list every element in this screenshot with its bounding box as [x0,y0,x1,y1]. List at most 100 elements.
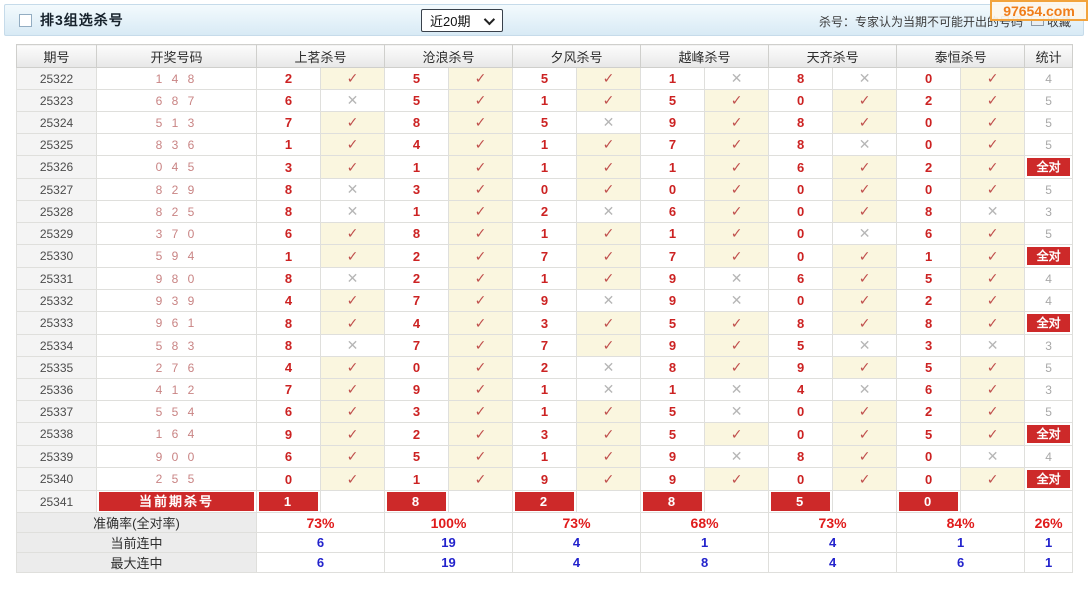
check-icon: ✓ [832,178,898,201]
check-icon: ✓ [704,111,770,134]
current-period-row: 25341 当前期杀号 1 8 2 8 5 0 [16,490,1074,513]
cross-icon: ✕ [960,200,1026,223]
kill-number: 5 [640,89,706,112]
stat-cell [1024,490,1074,513]
kill-number: 1 [640,222,706,245]
table-row: 25331 9 8 0 8 ✕ 2 ✓ 1 ✓ 9 ✕ 6 ✓ 5 ✓ 4 [16,267,1074,290]
check-icon: ✓ [960,400,1026,423]
table-row: 25336 4 1 2 7 ✓ 9 ✓ 1 ✕ 1 ✕ 4 ✕ 6 ✓ 3 [16,378,1074,401]
all-correct-badge: 全对 [1027,247,1071,265]
draw-numbers: 5 9 4 [96,244,257,268]
kill-number: 8 [640,356,706,379]
stat-cell: 5 [1024,356,1074,379]
check-icon: ✓ [448,244,514,268]
check-icon: ✓ [319,400,386,423]
kill-number: 6 [256,222,321,245]
kill-number: 6 [768,267,834,290]
period-range-select[interactable]: 近20期 [421,9,503,32]
period-cell: 25331 [16,267,97,290]
group-select-checkbox[interactable] [19,13,32,27]
kill-number: 6 [256,400,321,423]
kill-number: 8 [256,311,321,335]
kill-number: 7 [384,289,450,312]
draw-numbers: 1 6 4 [96,422,257,446]
kill-number: 8 [768,133,834,156]
table-row: 25340 2 5 5 0 ✓ 1 ✓ 9 ✓ 9 ✓ 0 ✓ 0 ✓ 全对 [16,467,1074,491]
panel-title: 排3组选杀号 [40,12,124,28]
kill-number: 3 [896,334,962,357]
streak-value: 1 [640,532,770,553]
draw-numbers: 4 1 2 [96,378,257,401]
kill-number: 8 [768,311,834,335]
check-icon: ✓ [832,244,898,268]
all-correct-badge: 全对 [1027,158,1071,176]
table-row: 25332 9 3 9 4 ✓ 7 ✓ 9 ✕ 9 ✕ 0 ✓ 2 ✓ 4 [16,289,1074,312]
kill-number: 6 [896,222,962,245]
kill-number: 8 [256,178,321,201]
period-cell: 25328 [16,200,97,223]
streak-value: 6 [255,532,386,553]
stat-cell: 全对 [1024,422,1074,446]
kill-number: 1 [512,89,578,112]
kill-number: 1 [512,267,578,290]
table-row: 25328 8 2 5 8 ✕ 1 ✓ 2 ✕ 6 ✓ 0 ✓ 8 ✕ 3 [16,200,1074,223]
kill-number: 2 [384,244,450,268]
draw-numbers: 0 4 5 [96,155,257,179]
check-icon: ✓ [448,111,514,134]
cross-icon: ✕ [704,400,770,423]
cross-icon: ✕ [704,378,770,401]
cross-icon: ✕ [704,267,770,290]
draw-numbers: 2 5 5 [96,467,257,491]
kill-number: 2 [384,267,450,290]
period-cell: 25333 [16,311,97,335]
table-row: 25337 5 5 4 6 ✓ 3 ✓ 1 ✓ 5 ✕ 0 ✓ 2 ✓ 5 [16,400,1074,423]
stat-cell: 全对 [1024,467,1074,491]
stat-cell: 5 [1024,178,1074,201]
kill-number: 9 [640,111,706,134]
cross-icon: ✕ [319,200,386,223]
kill-number: 0 [896,467,962,491]
draw-numbers: 1 4 8 [96,67,257,90]
check-icon: ✓ [448,200,514,223]
kill-number: 0 [512,178,578,201]
check-icon: ✓ [576,311,642,335]
check-icon: ✓ [576,89,642,112]
draw-numbers: 8 2 5 [96,200,257,223]
check-icon: ✓ [832,289,898,312]
check-icon: ✓ [448,445,514,468]
check-icon: ✓ [448,289,514,312]
kill-number: 2 [896,155,962,179]
table-body: 25322 1 4 8 2 ✓ 5 ✓ 5 ✓ 1 ✕ 8 ✕ 0 ✓ 4 25323 6 8 7 6 ✕ 5 ✓ 1 ✓ 5… [16,67,1074,573]
kill-number: 4 [384,311,450,335]
check-icon: ✓ [319,222,386,245]
check-icon: ✓ [448,89,514,112]
table-row: 25329 3 7 0 6 ✓ 8 ✓ 1 ✓ 1 ✓ 0 ✕ 6 ✓ 5 [16,222,1074,245]
cross-icon: ✕ [832,222,898,245]
footer-row: 最大连中 6 19 4 8 4 6 1 [16,552,1074,573]
period-cell: 25327 [16,178,97,201]
check-icon: ✓ [576,267,642,290]
check-icon: ✓ [448,400,514,423]
check-icon: ✓ [448,356,514,379]
period-cell: 25341 [16,490,97,513]
kill-number: 9 [640,445,706,468]
streak-value: 8 [640,552,770,573]
draw-numbers: 9 8 0 [96,267,257,290]
period-cell: 25323 [16,89,97,112]
period-cell: 25329 [16,222,97,245]
kill-number: 1 [384,155,450,179]
kill-number: 5 [640,422,706,446]
kill-number: 7 [640,133,706,156]
kill-number: 0 [768,400,834,423]
kill-number: 9 [512,467,578,491]
table-row: 25326 0 4 5 3 ✓ 1 ✓ 1 ✓ 1 ✓ 6 ✓ 2 ✓ 全对 [16,155,1074,179]
streak-value: 19 [384,532,514,553]
kill-number: 9 [384,378,450,401]
draw-numbers: 9 6 1 [96,311,257,335]
kill-number: 1 [640,378,706,401]
kill-number: 8 [256,200,321,223]
table-row: 25339 9 0 0 6 ✓ 5 ✓ 1 ✓ 9 ✕ 8 ✓ 0 ✕ 4 [16,445,1074,468]
check-icon: ✓ [448,222,514,245]
current-kill-number: 2 [515,492,575,511]
